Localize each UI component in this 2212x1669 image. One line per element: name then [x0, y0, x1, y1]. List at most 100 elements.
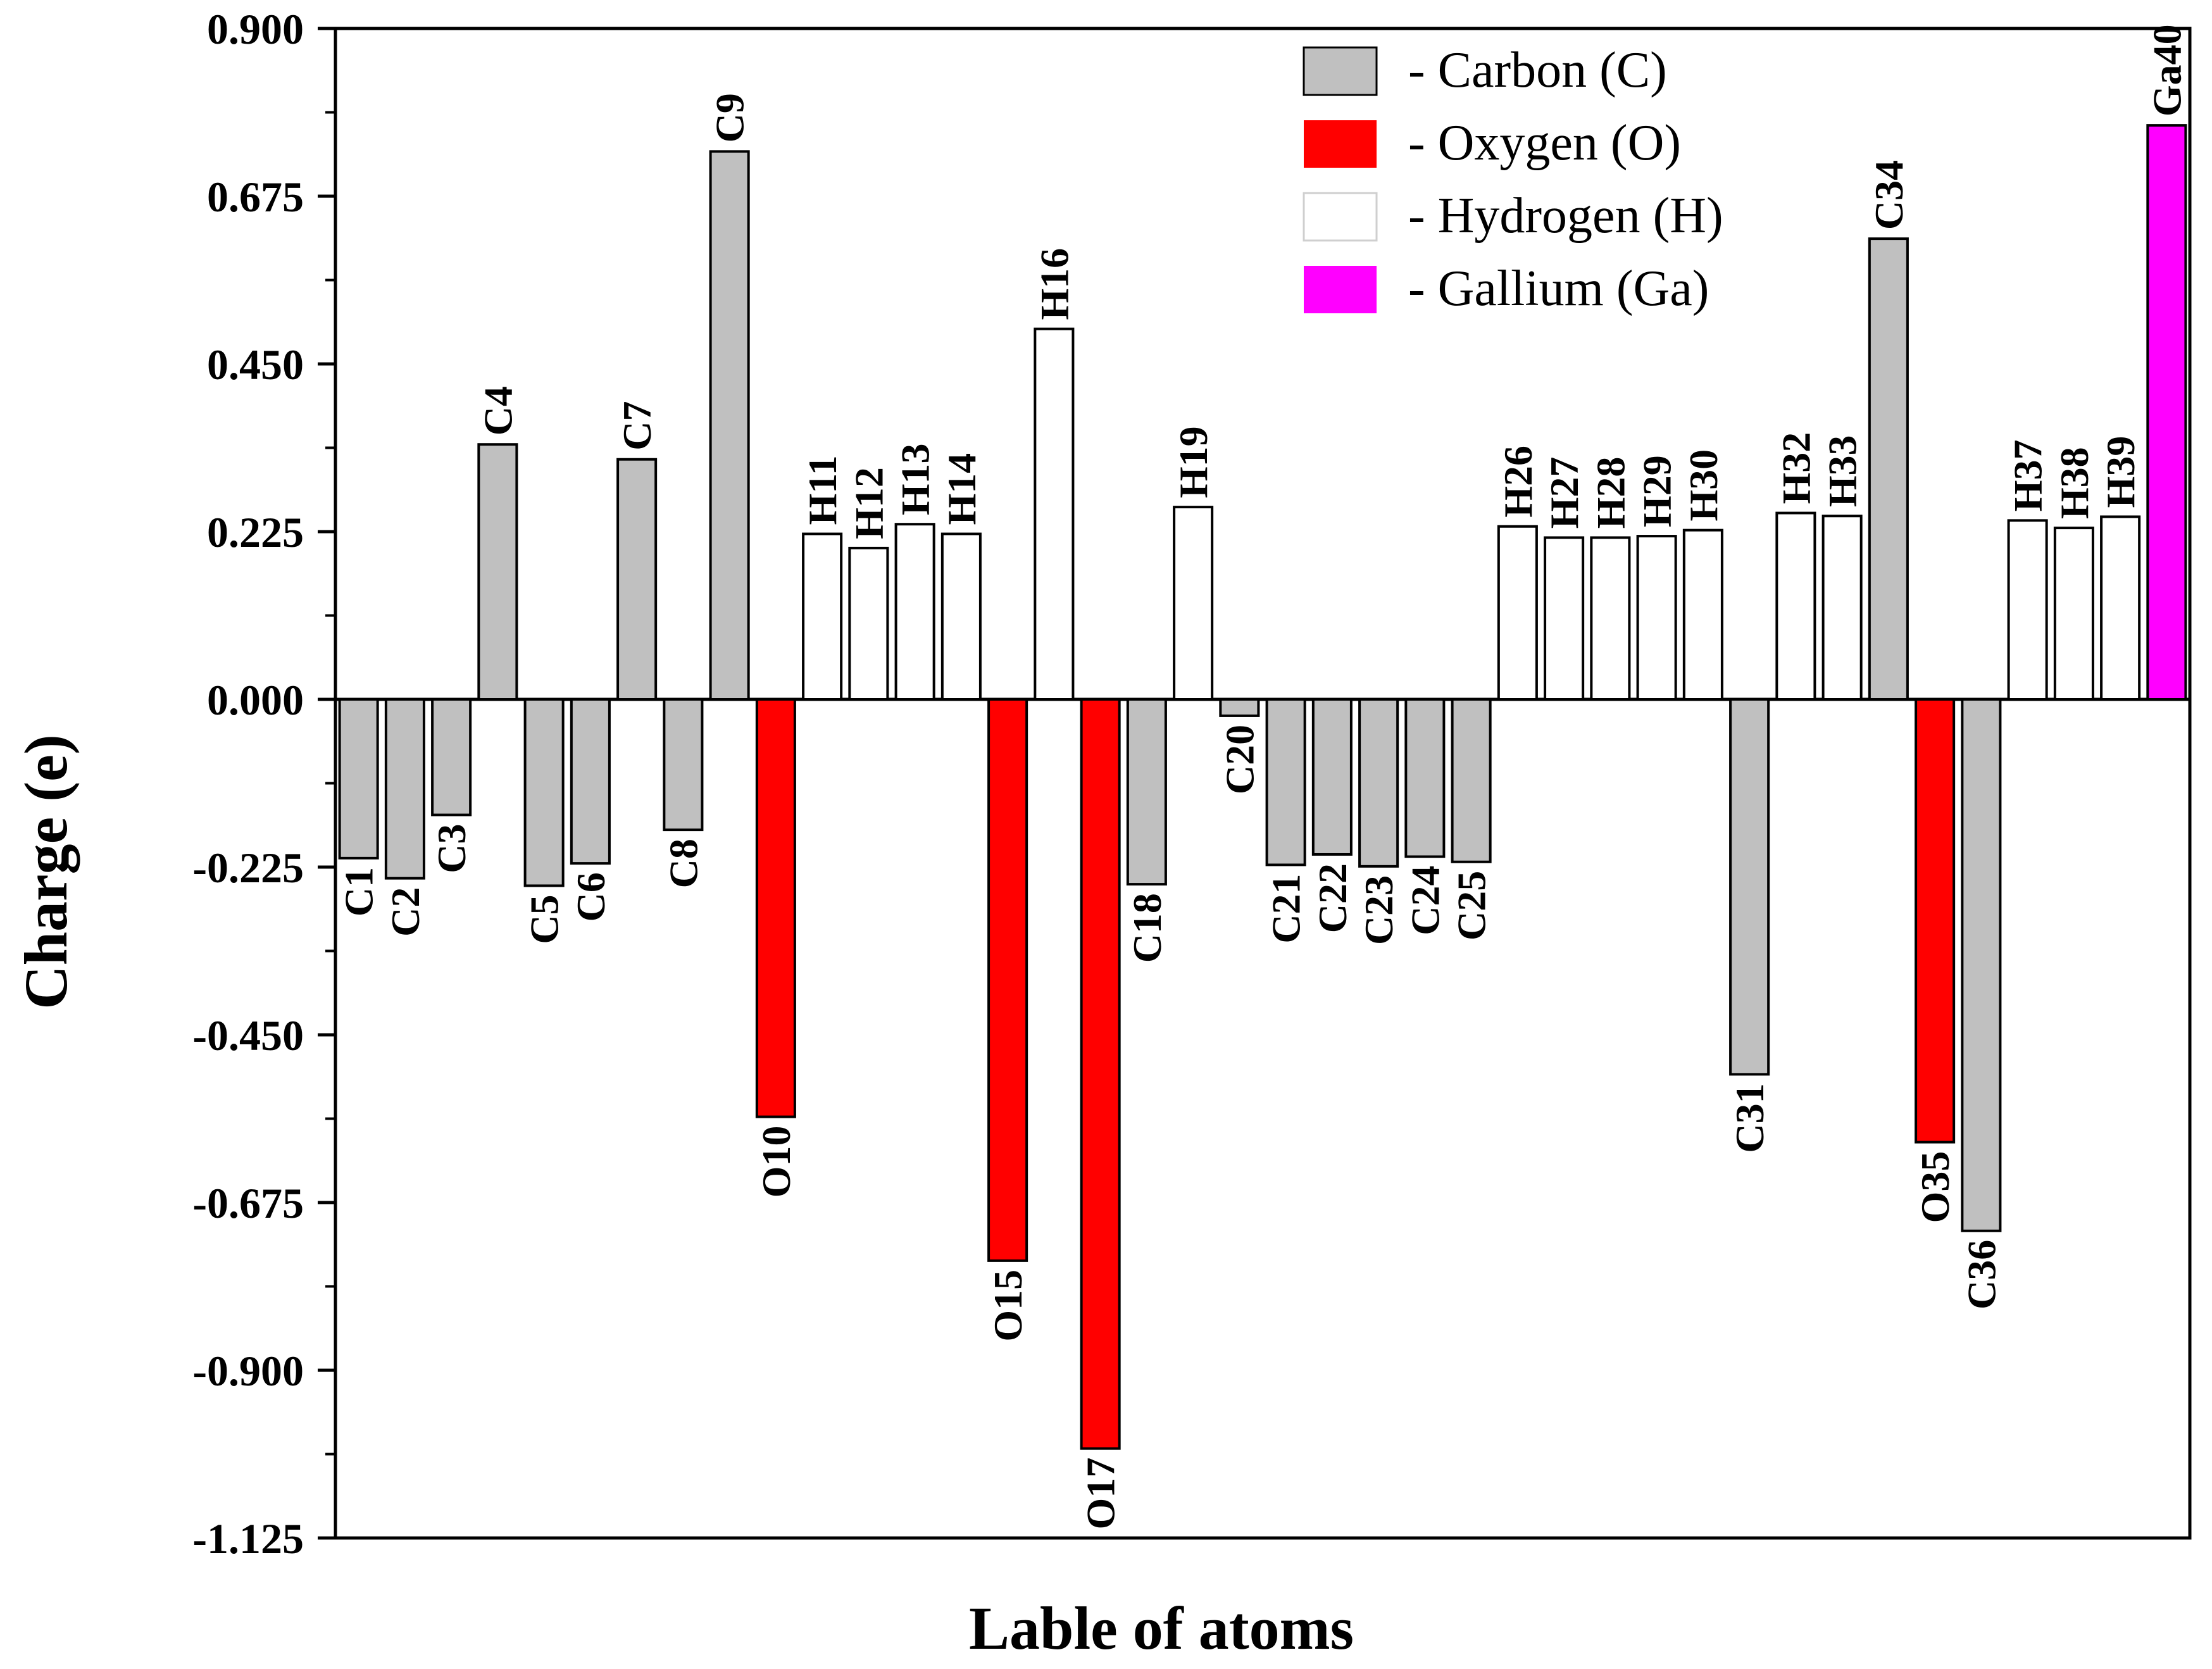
bar-h11 — [802, 532, 843, 701]
bar-c22 — [1311, 698, 1353, 856]
bar-h37 — [2007, 519, 2048, 701]
axes-group: 0.900 0.675 0.450 0.225 0.000 -0.225 -0.450 -0.… — [192, 5, 2192, 1563]
bar-label: C3 — [429, 824, 474, 873]
bar-h30 — [1682, 528, 1723, 701]
y-tick-label: 0.225 — [207, 508, 304, 556]
bar-label: C9 — [708, 93, 753, 142]
bar-ga40 — [2146, 124, 2187, 701]
bar-h26 — [1497, 525, 1538, 701]
legend-label: - Hydrogen (H) — [1408, 188, 1723, 244]
bar-label: O15 — [985, 1270, 1030, 1342]
bar-c6 — [570, 698, 611, 865]
bar-label: H33 — [1820, 435, 1865, 507]
bar-label: C34 — [1866, 160, 1911, 230]
bar-c20 — [1219, 698, 1260, 717]
bar-label: Ga40 — [2144, 24, 2189, 116]
y-tick-label: -0.900 — [192, 1347, 304, 1395]
legend-swatch-c — [1303, 46, 1378, 96]
bar-o10 — [755, 698, 796, 1118]
bar-label: C22 — [1310, 863, 1355, 933]
y-axis-title: Charge (e) — [12, 734, 80, 1009]
bar-c25 — [1451, 698, 1492, 863]
bar-h27 — [1544, 536, 1585, 701]
legend-label: - Carbon (C) — [1408, 42, 1667, 98]
bar-c31 — [1729, 698, 1770, 1076]
bar-o17 — [1080, 698, 1121, 1450]
bar-label: H11 — [800, 455, 845, 525]
bar-h33 — [1821, 515, 1863, 701]
bar-label: H32 — [1773, 432, 1818, 504]
bar-c18 — [1126, 698, 1167, 886]
bar-c21 — [1265, 698, 1306, 866]
bar-label: H37 — [2006, 440, 2051, 512]
bar-label: C5 — [522, 894, 567, 944]
y-tick-label: -0.450 — [192, 1011, 304, 1060]
bar-label: H39 — [2098, 436, 2143, 508]
plot-frame — [334, 27, 2192, 1540]
bar-label: O35 — [1913, 1151, 1958, 1223]
legend-label: - Gallium (Ga) — [1408, 261, 1709, 316]
bar-h32 — [1775, 511, 1816, 701]
bar-label: C2 — [383, 887, 428, 937]
bar-label: C25 — [1449, 871, 1494, 941]
bar-c36 — [1961, 698, 2002, 1232]
bar-label: C36 — [1959, 1240, 2004, 1310]
bar-o15 — [987, 698, 1028, 1262]
bar-label: H19 — [1171, 426, 1216, 498]
y-tick-label: 0.000 — [207, 676, 304, 724]
bar-h19 — [1173, 506, 1214, 701]
bar-c1 — [338, 698, 379, 860]
legend-swatch-h — [1303, 192, 1378, 242]
y-tick-label: 0.675 — [207, 173, 304, 221]
bar-h28 — [1590, 536, 1631, 701]
bar-c3 — [431, 698, 472, 816]
legend-label: - Oxygen (O) — [1408, 115, 1681, 171]
y-tick-label: -0.225 — [192, 844, 304, 892]
bar-label: H13 — [893, 443, 938, 515]
bar-label: H38 — [2052, 447, 2097, 519]
bar-label: C23 — [1356, 875, 1401, 945]
bar-label: C4 — [475, 386, 520, 435]
y-tick-label: 0.450 — [207, 341, 304, 389]
legend-swatch-ga — [1304, 266, 1377, 313]
bar-h12 — [848, 546, 889, 701]
bar-label: C31 — [1727, 1083, 1772, 1153]
bar-o35 — [1915, 698, 1956, 1144]
bar-label: O17 — [1078, 1458, 1123, 1530]
bar-label: C6 — [568, 872, 613, 922]
y-tick-label: 0.900 — [207, 5, 304, 53]
bar-label: H29 — [1635, 455, 1680, 527]
bar-c4 — [477, 443, 518, 701]
bar-label: C18 — [1125, 893, 1170, 963]
bar-label: C1 — [337, 867, 382, 916]
bar-h38 — [2053, 527, 2094, 701]
bar-c8 — [663, 698, 704, 832]
bar-label: H16 — [1032, 248, 1077, 320]
y-tick-label: -0.675 — [192, 1179, 304, 1227]
bar-label: C7 — [615, 401, 659, 451]
bar-label: C8 — [661, 839, 706, 888]
legend-swatch-o — [1304, 120, 1377, 168]
bar-label: H27 — [1542, 457, 1587, 529]
x-axis-title: Lable of atoms — [969, 1594, 1354, 1662]
bar-label: H12 — [846, 467, 891, 539]
bar-label: C24 — [1403, 866, 1447, 935]
bar-c2 — [384, 698, 425, 880]
bar-c9 — [709, 150, 750, 701]
bar-label: H26 — [1496, 446, 1540, 518]
bar-label: O10 — [754, 1126, 799, 1198]
y-tick-label: -1.125 — [192, 1515, 304, 1563]
bar-h39 — [2100, 515, 2141, 701]
bar-c5 — [523, 698, 565, 887]
bar-label: H28 — [1588, 457, 1633, 529]
bar-label: C21 — [1264, 873, 1309, 943]
bar-h14 — [940, 532, 982, 701]
bar-label: C20 — [1217, 725, 1262, 794]
legend: - Carbon (C) - Oxygen (O) - Hydrogen (H) - … — [1303, 42, 1723, 316]
bars-group — [338, 124, 2187, 1450]
bar-h29 — [1636, 535, 1677, 701]
bar-c7 — [616, 458, 658, 701]
bar-label: H30 — [1681, 449, 1726, 522]
